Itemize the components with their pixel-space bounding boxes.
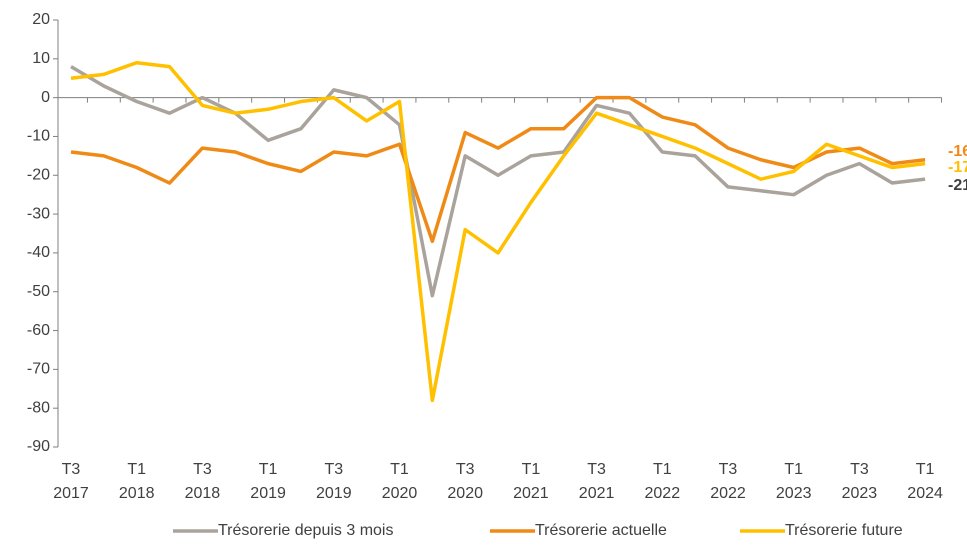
x-tick-label: T3 2019 (316, 461, 352, 502)
x-tick-label: T1 2020 (382, 461, 418, 502)
legend-label: Trésorerie future (785, 522, 903, 539)
y-tick-label: -80 (27, 399, 50, 416)
y-tick-label: -50 (27, 283, 50, 300)
legend-label: Trésorerie actuelle (535, 522, 667, 539)
x-tick-label: T3 2022 (710, 461, 746, 502)
x-tick-label: T3 2018 (185, 461, 221, 502)
end-label: -21 (948, 177, 967, 194)
y-tick-label: 10 (32, 50, 50, 67)
y-tick-label: -30 (27, 205, 50, 222)
x-tick-label: T1 2018 (119, 461, 155, 502)
x-tick-label: T3 2017 (53, 461, 89, 502)
y-tick-label: -20 (27, 166, 50, 183)
x-tick-label: T1 2021 (513, 461, 549, 502)
legend-label: Trésorerie depuis 3 mois (218, 522, 393, 539)
x-tick-label: T3 2021 (579, 461, 615, 502)
x-tick-label: T3 2023 (842, 461, 878, 502)
y-tick-label: -10 (27, 128, 50, 145)
line-series (70, 95, 926, 244)
end-label: -17 (948, 159, 967, 176)
x-tick-label: T1 2022 (645, 461, 681, 502)
y-tick-label: 20 (32, 11, 50, 28)
y-tick-label: -90 (27, 438, 50, 455)
x-tick-label: T1 2019 (250, 461, 286, 502)
x-tick-label: T1 2023 (776, 461, 812, 502)
y-tick-label: -40 (27, 244, 50, 261)
y-tick-label: -70 (27, 361, 50, 378)
y-tick-label: -60 (27, 322, 50, 339)
x-tick-label: T1 2024 (907, 461, 943, 502)
end-label: -16 (948, 143, 967, 160)
x-tick-label: T3 2020 (447, 461, 483, 502)
line-series (70, 60, 926, 403)
y-tick-label: 0 (41, 89, 50, 106)
line-series (70, 65, 926, 298)
